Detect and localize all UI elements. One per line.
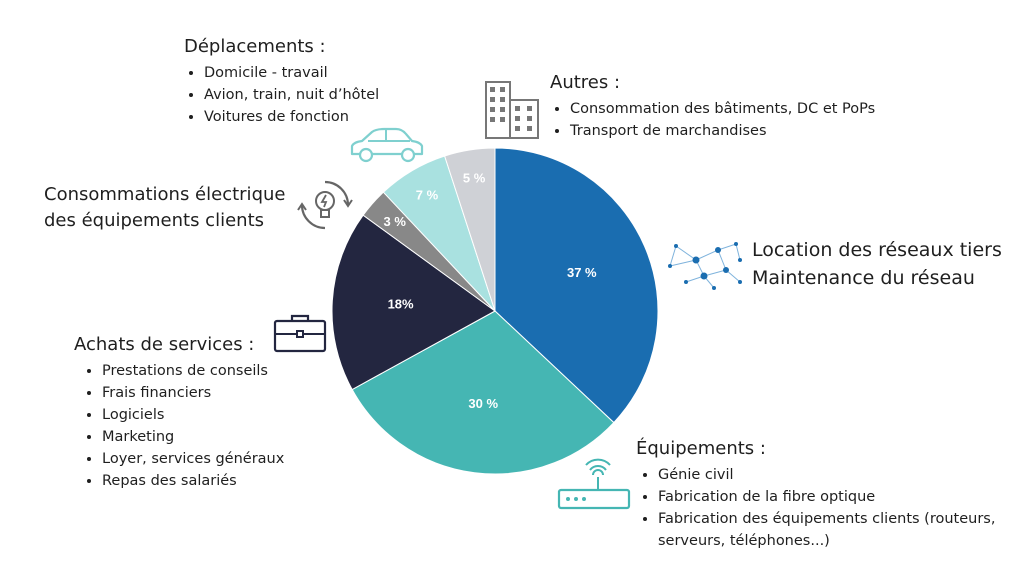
achats-title: Achats de services : — [74, 334, 255, 355]
autres-title: Autres : — [550, 72, 621, 93]
pie-slice-location — [494, 147, 659, 424]
list-item: Transport de marchandises — [570, 120, 875, 142]
list-item: Domicile - travail — [204, 62, 379, 84]
car-icon — [350, 127, 424, 163]
location-line2: Maintenance du réseau — [752, 267, 975, 289]
list-item: Fabrication des équipements clients (rou… — [658, 508, 996, 552]
network-icon — [668, 242, 742, 290]
list-item: Marketing — [102, 426, 284, 448]
slice-label-equipements: 30 % — [468, 396, 498, 411]
list-item: Consommation des bâtiments, DC et PoPs — [570, 98, 875, 120]
slice-label-location: 37 % — [567, 265, 597, 280]
conso-line2: des équipements clients — [44, 210, 264, 231]
pie-slice-achats — [331, 214, 496, 391]
slice-label-autres: 5 % — [463, 170, 486, 185]
pie-slice-autres — [443, 147, 496, 312]
list-item: Repas des salariés — [102, 470, 284, 492]
autres-annotation: Autres : Consommation des bâtiments, DC … — [550, 72, 875, 142]
router-icon — [557, 458, 631, 510]
equipements-title: Équipements : — [636, 438, 766, 459]
pie-slice-equipements — [351, 310, 615, 475]
location-line1: Location des réseaux tiers — [752, 239, 1002, 261]
lightbulb-icon — [297, 180, 353, 230]
slice-label-deplacements: 7 % — [416, 187, 439, 202]
autres-list: Consommation des bâtiments, DC et PoPs T… — [550, 98, 875, 142]
list-item: Frais financiers — [102, 382, 284, 404]
achats-list: Prestations de conseils Frais financiers… — [74, 360, 284, 492]
list-item: Avion, train, nuit d’hôtel — [204, 84, 379, 106]
slice-label-conso: 3 % — [383, 214, 406, 229]
conso-line1: Consommations électrique — [44, 184, 286, 205]
deplacements-annotation: Déplacements : Domicile - travail Avion,… — [184, 36, 379, 128]
list-item: Génie civil — [658, 464, 996, 486]
equipements-annotation: Équipements : Génie civil Fabrication de… — [636, 438, 996, 552]
location-annotation: Location des réseaux tiers Maintenance d… — [752, 236, 1002, 292]
buildings-icon — [485, 81, 539, 139]
deplacements-title: Déplacements : — [184, 36, 326, 57]
slice-label-achats: 18% — [388, 297, 414, 312]
list-item: Prestations de conseils — [102, 360, 284, 382]
conso-annotation: Consommations électrique des équipements… — [44, 182, 285, 234]
list-item: Voitures de fonction — [204, 106, 379, 128]
equipements-list: Génie civil Fabrication de la fibre opti… — [636, 464, 996, 552]
deplacements-list: Domicile - travail Avion, train, nuit d’… — [184, 62, 379, 128]
list-item: Fabrication de la fibre optique — [658, 486, 996, 508]
briefcase-icon — [273, 314, 327, 353]
list-item: Loyer, services généraux — [102, 448, 284, 470]
achats-annotation: Achats de services : Prestations de cons… — [74, 334, 284, 492]
list-item: Logiciels — [102, 404, 284, 426]
